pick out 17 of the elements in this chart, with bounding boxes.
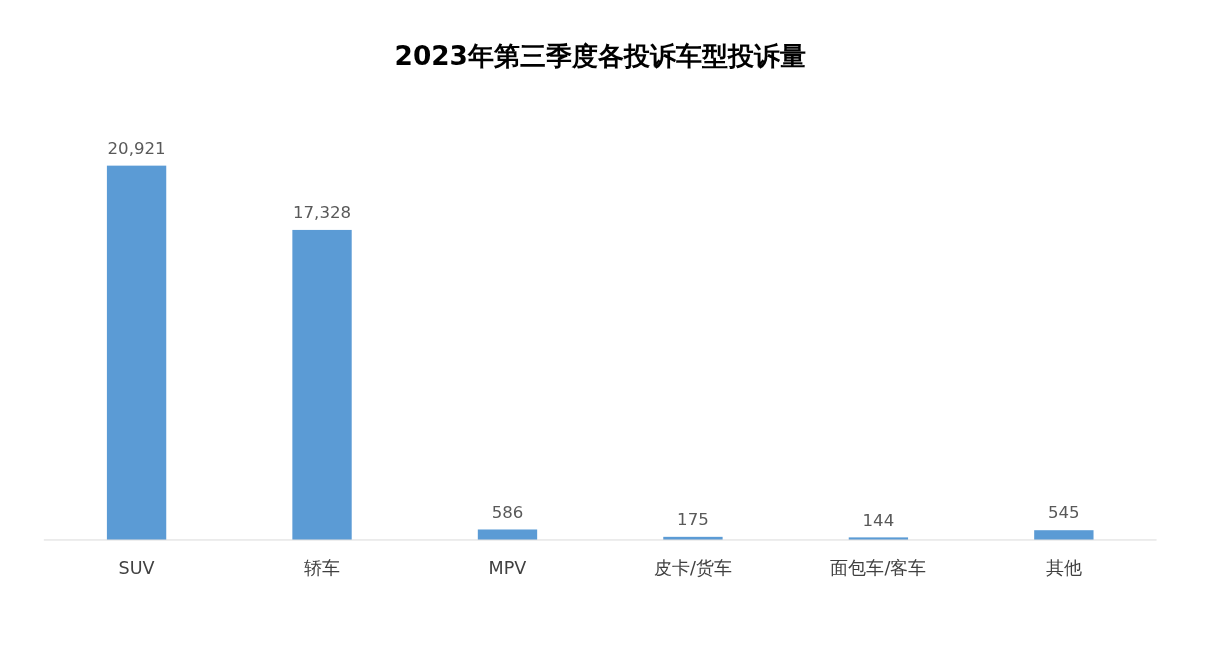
data-label: 144	[862, 510, 895, 530]
x-tick-label: SUV	[118, 558, 155, 579]
bar	[477, 529, 538, 540]
x-tick-label: 其他	[1045, 558, 1082, 579]
bar	[106, 165, 167, 540]
bar	[292, 229, 352, 540]
data-label: 20,921	[107, 138, 166, 158]
bar	[1034, 530, 1094, 540]
data-label: 586	[491, 502, 524, 522]
data-label: 545	[1048, 503, 1080, 523]
data-label: 175	[677, 510, 709, 530]
x-tick-label: 皮卡/货车	[653, 558, 732, 579]
x-tick-label: MPV	[488, 558, 527, 579]
x-tick-label: 轿车	[304, 558, 341, 579]
x-tick-label: 面包车/客车	[830, 558, 927, 579]
data-label: 17,328	[293, 203, 352, 223]
chart-title: 2023年第三季度各投诉车型投诉量	[394, 40, 806, 71]
